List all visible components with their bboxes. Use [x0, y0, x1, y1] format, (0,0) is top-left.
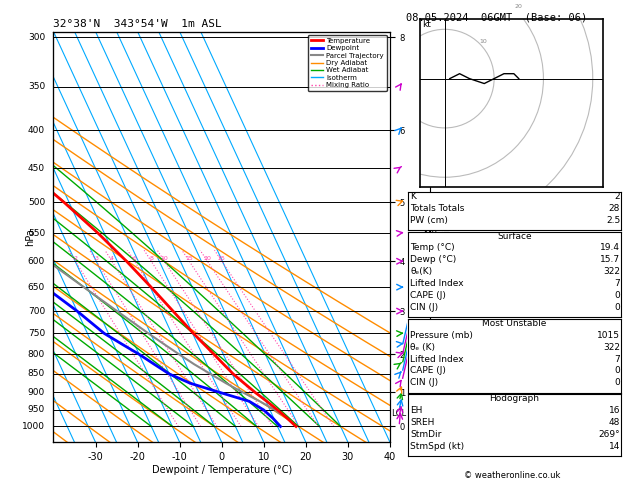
Text: 300: 300: [28, 33, 45, 41]
Text: Lifted Index: Lifted Index: [410, 279, 464, 288]
Text: 1000: 1000: [22, 422, 45, 431]
Text: 7: 7: [615, 279, 620, 288]
Text: 20: 20: [204, 256, 211, 261]
Text: 2: 2: [74, 256, 77, 261]
Text: 350: 350: [28, 83, 45, 91]
Text: 269°: 269°: [599, 430, 620, 439]
Text: Dewp (°C): Dewp (°C): [410, 256, 457, 264]
Legend: Temperature, Dewpoint, Parcel Trajectory, Dry Adiabat, Wet Adiabat, Isotherm, Mi: Temperature, Dewpoint, Parcel Trajectory…: [308, 35, 386, 91]
Text: 450: 450: [28, 164, 45, 173]
Text: 2.5: 2.5: [606, 216, 620, 225]
Text: 322: 322: [603, 343, 620, 352]
Text: 10: 10: [480, 39, 487, 44]
Text: © weatheronline.co.uk: © weatheronline.co.uk: [464, 471, 561, 480]
Text: 15: 15: [186, 256, 193, 261]
Text: 950: 950: [28, 405, 45, 415]
Y-axis label: Mixing Ratio (g/kg): Mixing Ratio (g/kg): [443, 197, 452, 277]
Text: 700: 700: [28, 307, 45, 315]
Text: Temp (°C): Temp (°C): [410, 243, 455, 253]
Text: StmDir: StmDir: [410, 430, 442, 439]
Text: 14: 14: [609, 442, 620, 451]
Text: PW (cm): PW (cm): [410, 216, 448, 225]
Text: CIN (J): CIN (J): [410, 378, 438, 387]
Text: 16: 16: [609, 406, 620, 415]
Text: θₑ (K): θₑ (K): [410, 343, 435, 352]
Text: 32°38'N  343°54'W  1m ASL: 32°38'N 343°54'W 1m ASL: [53, 19, 222, 30]
Text: 850: 850: [28, 369, 45, 379]
Text: 0: 0: [615, 366, 620, 376]
Text: 600: 600: [28, 257, 45, 266]
Text: Hodograph: Hodograph: [489, 394, 540, 403]
Text: 500: 500: [28, 198, 45, 207]
Text: hPa: hPa: [25, 228, 35, 246]
Text: 900: 900: [28, 388, 45, 397]
Text: 48: 48: [609, 418, 620, 427]
Text: Pressure (mb): Pressure (mb): [410, 331, 473, 340]
Text: CAPE (J): CAPE (J): [410, 366, 446, 376]
Text: θₑ(K): θₑ(K): [410, 267, 432, 277]
Text: 15.7: 15.7: [600, 256, 620, 264]
Text: Surface: Surface: [497, 232, 532, 241]
Text: 400: 400: [28, 125, 45, 135]
Text: LCL: LCL: [391, 409, 406, 418]
Text: 0: 0: [615, 378, 620, 387]
Text: 19.4: 19.4: [600, 243, 620, 253]
Text: 2: 2: [615, 192, 620, 201]
Text: Totals Totals: Totals Totals: [410, 204, 464, 213]
Text: StmSpd (kt): StmSpd (kt): [410, 442, 464, 451]
Text: CIN (J): CIN (J): [410, 303, 438, 312]
Text: Most Unstable: Most Unstable: [482, 319, 547, 328]
Text: 20: 20: [515, 4, 523, 9]
Text: 322: 322: [603, 267, 620, 277]
Text: EH: EH: [410, 406, 423, 415]
Text: 1015: 1015: [597, 331, 620, 340]
Text: 25: 25: [218, 256, 226, 261]
Text: SREH: SREH: [410, 418, 435, 427]
Text: 7: 7: [615, 355, 620, 364]
Text: 550: 550: [28, 228, 45, 238]
Text: kt: kt: [423, 20, 431, 29]
Text: 0: 0: [615, 303, 620, 312]
Text: 750: 750: [28, 329, 45, 338]
Text: 10: 10: [160, 256, 169, 261]
Text: 4: 4: [110, 256, 114, 261]
Text: 650: 650: [28, 283, 45, 292]
Text: K: K: [410, 192, 416, 201]
Text: CAPE (J): CAPE (J): [410, 291, 446, 300]
Text: 28: 28: [609, 204, 620, 213]
Text: 6: 6: [133, 256, 136, 261]
Text: 0: 0: [615, 291, 620, 300]
Text: 3: 3: [94, 256, 99, 261]
Text: Lifted Index: Lifted Index: [410, 355, 464, 364]
X-axis label: Dewpoint / Temperature (°C): Dewpoint / Temperature (°C): [152, 465, 292, 475]
Text: 8: 8: [149, 256, 153, 261]
Text: 08.05.2024  06GMT  (Base: 06): 08.05.2024 06GMT (Base: 06): [406, 12, 587, 22]
Text: 800: 800: [28, 350, 45, 359]
Y-axis label: km
ASL: km ASL: [421, 227, 438, 246]
